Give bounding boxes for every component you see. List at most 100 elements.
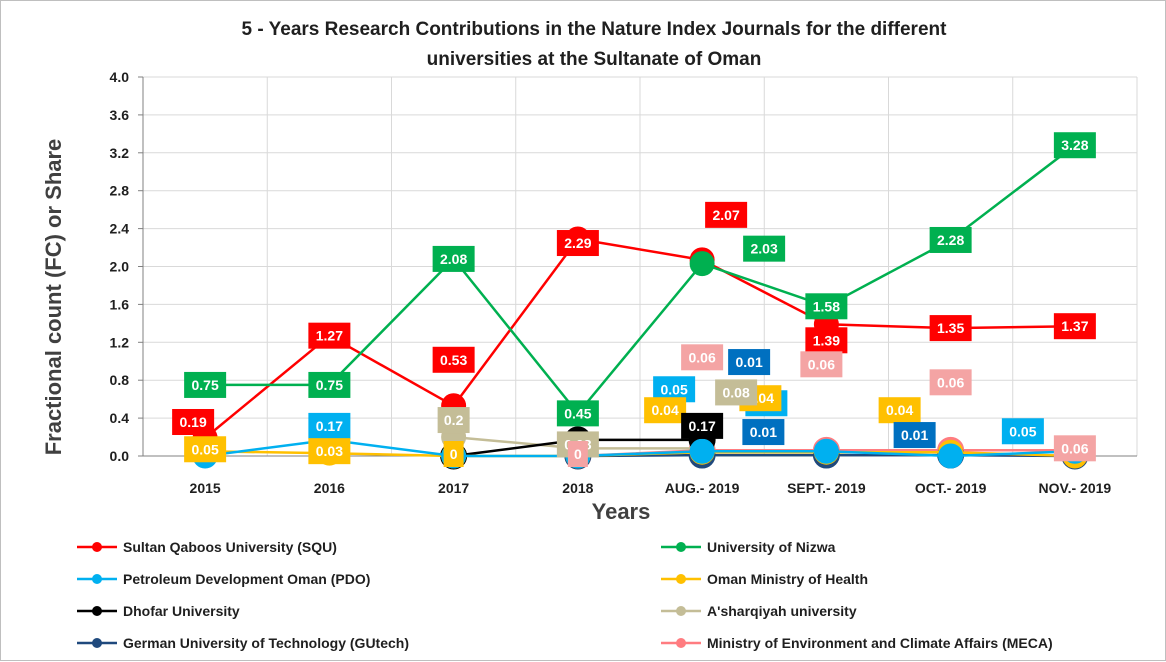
data-label-text: 2.28 xyxy=(937,232,964,248)
legend-entry: Oman Ministry of Health xyxy=(661,571,868,587)
data-label-text: 0.06 xyxy=(937,374,964,390)
legend-marker xyxy=(92,542,102,552)
data-label: 1.39 xyxy=(805,327,848,354)
data-label: 0.2 xyxy=(437,407,470,434)
x-axis-title: Years xyxy=(592,499,651,524)
data-label: 0.01 xyxy=(742,419,785,446)
legend-marker xyxy=(676,574,686,584)
data-label-text: 0.01 xyxy=(901,427,928,443)
data-label-box xyxy=(308,412,351,439)
data-label: 0 xyxy=(567,441,588,467)
chart-title-line-2: universities at the Sultanate of Oman xyxy=(427,49,762,70)
x-tick-label: NOV.- 2019 xyxy=(1039,480,1112,496)
data-labels: 0.19 1.27 0.53 2.29 2.07 1.39 1.35 1.37 0.75 0.75… xyxy=(172,132,1096,467)
data-label-box xyxy=(184,371,227,398)
data-label-text: 1.27 xyxy=(316,328,343,344)
data-label: 1.58 xyxy=(805,293,848,320)
data-label-text: 0.17 xyxy=(689,418,716,434)
data-label-text: 0.19 xyxy=(180,414,207,430)
data-label-text: 0.05 xyxy=(192,441,219,457)
x-tick-label: SEPT.- 2019 xyxy=(787,480,866,496)
y-tick-label: 2.4 xyxy=(110,221,130,237)
data-label-text: 0.01 xyxy=(736,354,763,370)
data-label-box xyxy=(929,315,972,342)
data-label: 2.28 xyxy=(929,226,972,253)
data-label: 1.37 xyxy=(1053,313,1096,340)
x-tick-label: 2017 xyxy=(438,480,469,496)
legend-entry: University of Nizwa xyxy=(661,539,836,555)
data-label: 3.28 xyxy=(1053,132,1096,159)
legend-marker xyxy=(92,606,102,616)
data-label-box xyxy=(432,245,475,272)
data-label-text: 2.08 xyxy=(440,251,467,267)
data-label-text: 1.39 xyxy=(813,332,840,348)
y-tick-label: 2.8 xyxy=(110,183,130,199)
data-label-box xyxy=(1053,132,1096,159)
data-label-box xyxy=(308,322,351,349)
y-tick-label: 4.0 xyxy=(110,69,130,85)
x-tick-label: 2018 xyxy=(562,480,593,496)
data-label: 0.06 xyxy=(1053,435,1096,462)
data-label-text: 0.06 xyxy=(1061,440,1088,456)
legend-label: Oman Ministry of Health xyxy=(707,571,868,587)
legend-label: Petroleum Development Oman (PDO) xyxy=(123,571,370,587)
data-label: 0.01 xyxy=(893,422,936,449)
legend-entry: A'sharqiyah university xyxy=(661,603,857,619)
legend-marker xyxy=(676,638,686,648)
data-label-box xyxy=(308,371,351,398)
data-label-box xyxy=(1001,418,1044,445)
data-label-box xyxy=(308,438,351,465)
data-label-box xyxy=(1053,313,1096,340)
y-tick-label: 3.2 xyxy=(110,145,130,161)
legend: Sultan Qaboos University (SQU) University… xyxy=(77,539,1053,651)
legend-marker xyxy=(92,638,102,648)
data-label: 0.05 xyxy=(1001,418,1044,445)
data-label-text: 0.01 xyxy=(750,424,777,440)
legend-label: A'sharqiyah university xyxy=(707,603,857,619)
data-label-box xyxy=(805,327,848,354)
data-label-box xyxy=(1053,435,1096,462)
data-label-text: 1.58 xyxy=(813,298,840,314)
data-label-text: 0.04 xyxy=(886,402,913,418)
data-label-box xyxy=(878,397,921,424)
data-label: 0.05 xyxy=(184,436,227,463)
data-label-box xyxy=(644,397,687,424)
data-label-text: 2.07 xyxy=(713,207,740,223)
data-label-box xyxy=(681,412,724,439)
data-label-box xyxy=(681,344,724,371)
data-label: 2.08 xyxy=(432,245,475,272)
legend-label: German University of Technology (GUtech) xyxy=(123,635,409,651)
data-label-box xyxy=(929,369,972,396)
x-axis-ticks: 2015 2016 2017 2018 AUG.- 2019 SEPT.- 2019 OCT… xyxy=(190,480,1112,496)
data-point xyxy=(689,251,715,277)
data-label-text: 0.06 xyxy=(689,349,716,365)
data-label-box xyxy=(184,436,227,463)
data-point xyxy=(938,443,964,469)
y-axis-title: Fractional count (FC) or Share xyxy=(41,139,66,456)
legend-entry: Dhofar University xyxy=(77,603,240,619)
data-label-text: 2.29 xyxy=(564,235,591,251)
data-label-box xyxy=(893,422,936,449)
y-axis-ticks: 0.0 0.4 0.8 1.2 1.6 2.0 2.4 2.8 3.2 3.6 4.0 xyxy=(110,69,143,464)
data-label: 1.35 xyxy=(929,315,972,342)
data-label-text: 1.37 xyxy=(1061,318,1088,334)
data-label: 0.03 xyxy=(308,438,351,465)
y-tick-label: 1.6 xyxy=(110,296,130,312)
data-label: 0.08 xyxy=(715,379,758,406)
data-label: 0.17 xyxy=(308,412,351,439)
data-label-box xyxy=(443,441,464,467)
legend-entry: Ministry of Environment and Climate Affa… xyxy=(661,635,1053,651)
data-label-text: 2.03 xyxy=(751,241,778,257)
data-label: 0.01 xyxy=(728,349,771,376)
legend-marker xyxy=(676,606,686,616)
legend-marker xyxy=(92,574,102,584)
data-label-text: 0 xyxy=(574,446,582,462)
data-point xyxy=(689,438,715,464)
legend-entry: Petroleum Development Oman (PDO) xyxy=(77,571,370,587)
y-tick-label: 2.0 xyxy=(110,259,130,275)
gridlines xyxy=(142,76,1138,457)
legend-label: Ministry of Environment and Climate Affa… xyxy=(707,635,1053,651)
legend-label: Dhofar University xyxy=(123,603,240,619)
